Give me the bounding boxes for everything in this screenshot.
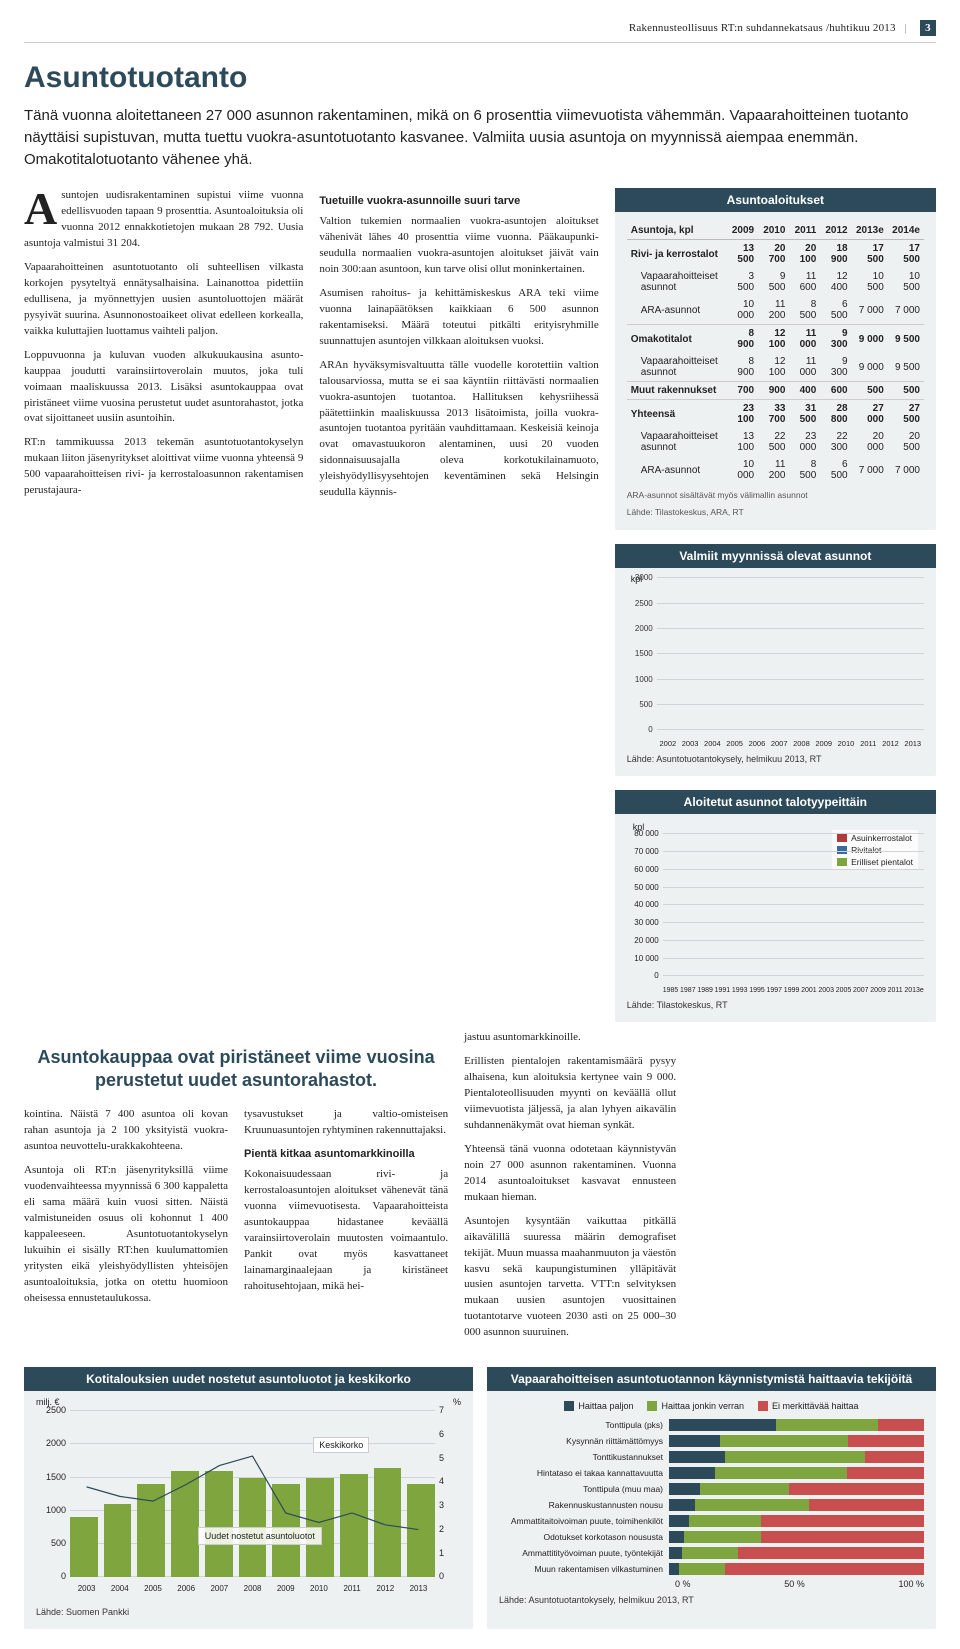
asuntoaloitukset-table: Asuntoja, kpl20092010201120122013e2014e … (627, 222, 924, 484)
label-bars: Uudet nostetut asuntoluotot (198, 1527, 322, 1545)
aloitetut-panel: Aloitetut asunnot talotyypeittäin kpl As… (615, 790, 936, 1022)
hindrance-legend: Haittaa paljon Haittaa jonkin verran Ei … (499, 1401, 924, 1411)
running-header: Rakennusteollisuus RT:n suhdannekatsaus … (24, 20, 936, 36)
body-col-3: jastuu asuntomarkkinoille. Erillisten pi… (464, 1030, 676, 1349)
journal-title: Rakennusteollisuus RT:n suhdannekatsaus … (629, 22, 896, 34)
dropcap: A (24, 188, 61, 229)
asuntoaloitukset-panel: Asuntoaloitukset Asuntoja, kpl2009201020… (615, 188, 936, 530)
loans-chart: 0500100015002000250001234567 20032004200… (70, 1401, 435, 1601)
aloitetut-chart: Asuinkerrostalot Rivitalot Erilliset pie… (663, 824, 924, 994)
panel-title: Asuntoaloitukset (615, 188, 936, 212)
article-title: Asuntotuotanto (24, 61, 936, 95)
lower-col-2: tysavustukset ja valtio-omisteisen Kruun… (244, 1107, 448, 1314)
lower-col-1: kointina. Näistä 7 400 asuntoa oli kovan… (24, 1107, 228, 1314)
loans-panel: Kotitalouksien uudet nostetut asuntoluot… (24, 1367, 473, 1629)
subhead-tuetuille: Tuetuille vuokra-asunnoille suuri tarve (319, 194, 598, 210)
body-col-2: Tuetuille vuokra-asunnoille suuri tarve … (319, 188, 598, 1022)
label-line: Keskikorko (313, 1437, 369, 1453)
body-col-1: Asuntojen uudisrakenta­minen supistui vi… (24, 188, 303, 1022)
article-lede: Tänä vuonna aloitettaneen 27 000 asunnon… (24, 105, 936, 170)
page-number: 3 (920, 20, 936, 36)
hindrance-panel: Vapaarahoitteisen asuntotuotannon käynni… (487, 1367, 936, 1629)
valmiit-chart: 050010001500200025003000 200220032004200… (657, 578, 924, 748)
pull-quote: Asuntokauppaa ovat piristäneet viime vuo… (24, 1046, 448, 1091)
hindrance-chart: Tonttipula (pks)Kysynnän riittämättömyys… (499, 1419, 924, 1575)
valmiit-panel: Valmiit myynnissä olevat asunnot kpl 050… (615, 544, 936, 776)
